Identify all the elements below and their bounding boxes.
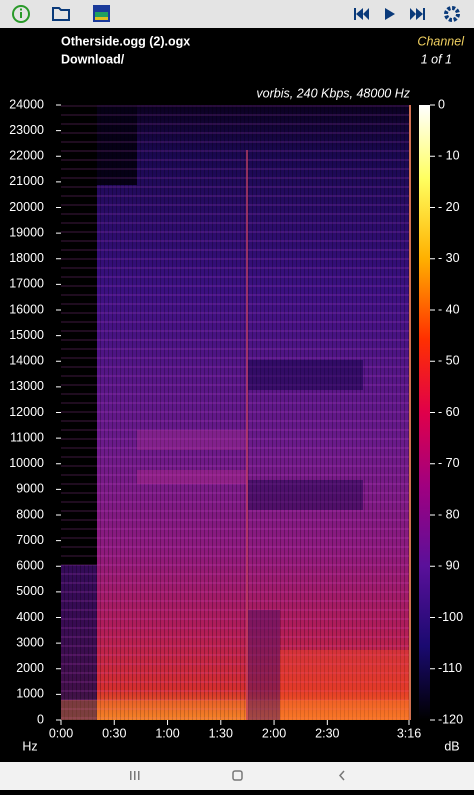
next-button[interactable] [410, 8, 425, 20]
folder: Download/ [61, 52, 125, 66]
colorbar-tick-label: - 70 [438, 456, 460, 470]
y-tick-label: 3000 [16, 635, 44, 649]
y-tick-label: 11000 [10, 430, 44, 444]
y-tick-label: 18000 [9, 251, 44, 265]
y-tick-label: 0 [37, 712, 44, 726]
y-tick-label: 24000 [9, 97, 44, 111]
x-tick-label: 3:16 [397, 726, 421, 740]
colorbar-tick-label: - 60 [438, 405, 460, 419]
x-tick-label: 1:30 [209, 726, 233, 740]
y-tick-label: 7000 [16, 533, 44, 547]
colorbar-tick-label: - 30 [438, 251, 460, 265]
colorbar-tick-label: - 90 [438, 559, 460, 573]
y-unit: Hz [22, 739, 37, 753]
colorbar-tick-label: - 10 [438, 149, 460, 163]
x-tick-label: 0:00 [49, 726, 73, 740]
y-tick-label: 14000 [9, 354, 44, 368]
toolbar [0, 0, 474, 28]
spectrogram-image [61, 105, 411, 720]
y-tick-label: 20000 [9, 200, 44, 214]
y-tick-label: 12000 [9, 405, 44, 419]
nav-bar [0, 762, 474, 790]
back-button[interactable] [338, 770, 345, 781]
file-name: Otherside.ogg (2).ogx [61, 34, 190, 48]
view-button[interactable] [93, 5, 110, 22]
channel-index: 1 of 1 [421, 52, 452, 66]
y-tick-label: 4000 [16, 610, 44, 624]
y-tick-label: 13000 [9, 379, 44, 393]
y-tick-label: 1000 [16, 687, 44, 701]
y-tick-label: 8000 [16, 507, 44, 521]
y-tick-label: 23000 [9, 123, 44, 137]
channel-label[interactable]: Channel [417, 34, 465, 48]
colorbar-tick-label: - 50 [438, 354, 460, 368]
y-tick-label: 5000 [16, 584, 44, 598]
home-button[interactable] [232, 770, 243, 781]
y-tick-label: 22000 [9, 149, 44, 163]
colorbar [419, 105, 430, 720]
colorbar-tick-label: -100 [438, 610, 463, 624]
colorbar-tick-label: 0 [438, 97, 445, 111]
y-tick-label: 21000 [9, 174, 44, 188]
codec-info: vorbis, 240 Kbps, 48000 Hz [256, 86, 410, 100]
colorbar-tick-label: - 40 [438, 302, 460, 316]
colorbar-tick-label: -110 [438, 661, 462, 675]
settings-button[interactable] [444, 6, 460, 22]
y-tick-label: 15000 [9, 328, 44, 342]
colorbar-unit: dB [444, 739, 459, 753]
previous-button[interactable] [354, 8, 369, 20]
y-tick-label: 17000 [9, 277, 44, 291]
y-tick-label: 16000 [9, 302, 44, 316]
play-button[interactable] [385, 8, 395, 20]
y-tick-label: 10000 [9, 456, 44, 470]
y-tick-label: 19000 [9, 225, 44, 239]
info-button[interactable] [12, 5, 30, 23]
open-button[interactable] [52, 7, 70, 21]
x-tick-label: 1:00 [155, 726, 179, 740]
recents-button[interactable] [130, 771, 140, 780]
x-tick-label: 2:30 [315, 726, 339, 740]
y-tick-label: 6000 [16, 559, 44, 573]
colorbar-tick-label: -120 [438, 712, 463, 726]
y-tick-label: 2000 [16, 661, 44, 675]
colorbar-tick-label: - 80 [438, 507, 460, 521]
x-tick-label: 0:30 [102, 726, 126, 740]
y-tick-label: 9000 [16, 482, 44, 496]
x-tick-label: 2:00 [262, 726, 286, 740]
colorbar-tick-label: - 20 [438, 200, 460, 214]
